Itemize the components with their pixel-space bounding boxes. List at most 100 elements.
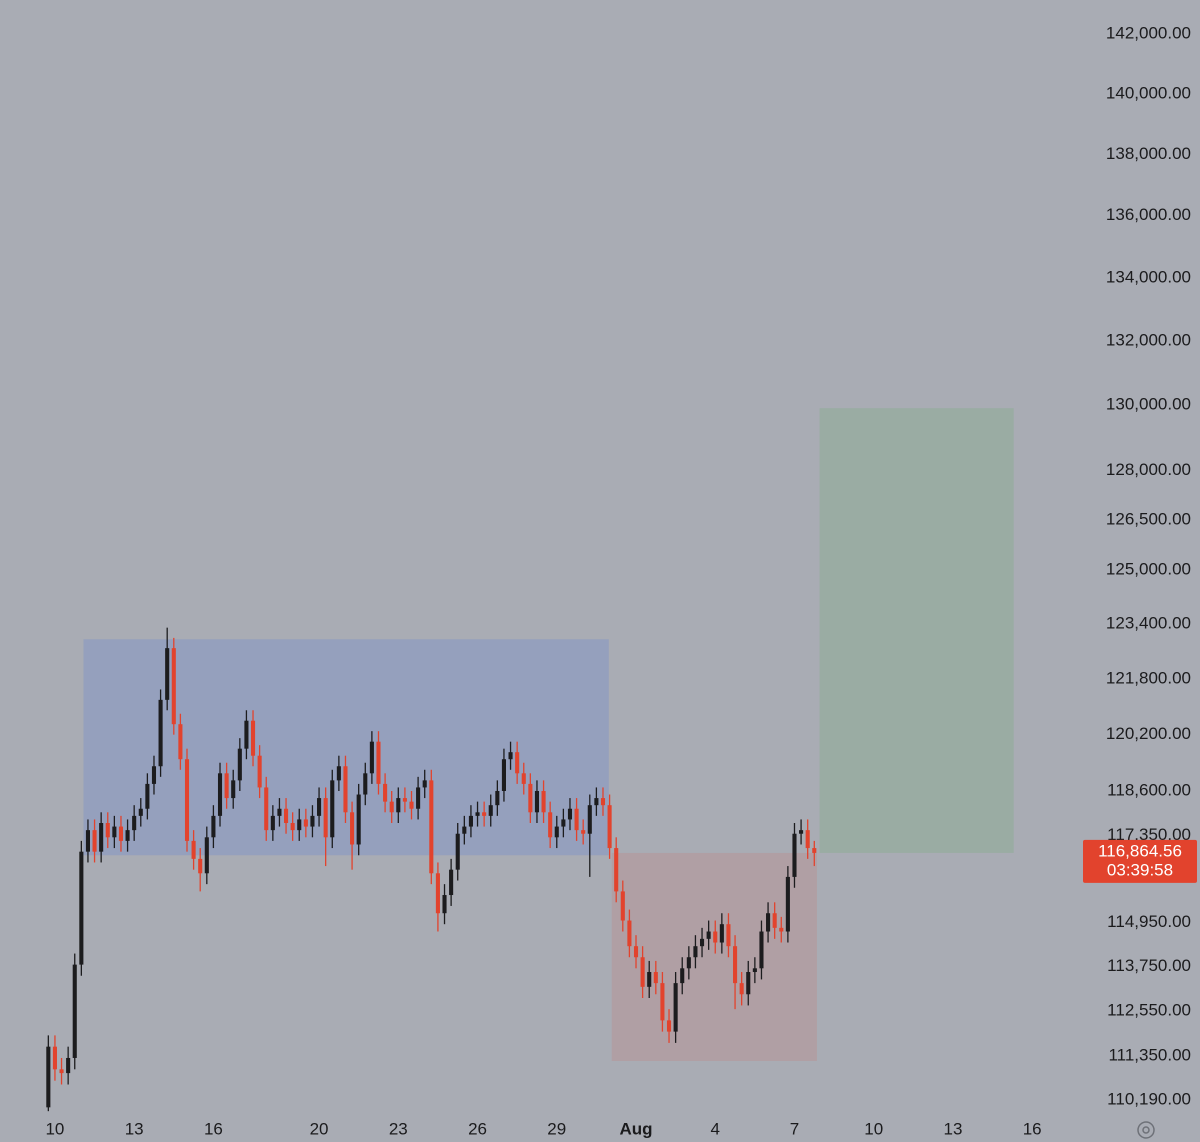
candle-body (680, 968, 685, 984)
candle-body (416, 787, 421, 809)
candle-body (574, 808, 579, 831)
candle-body (620, 891, 625, 921)
candle-body (72, 964, 77, 1058)
candle-body (244, 720, 249, 749)
candle-body (118, 826, 124, 841)
candle-body (785, 876, 790, 932)
candle-body (594, 798, 599, 806)
candle-body (541, 790, 546, 813)
candle-body (158, 699, 163, 767)
candle-body (739, 983, 744, 995)
candle-body (92, 830, 97, 852)
candle-body (455, 833, 460, 870)
candle-body (211, 815, 216, 838)
settings-outline[interactable] (1137, 1121, 1155, 1139)
candle-body (224, 773, 229, 799)
candle-body (191, 840, 196, 859)
candle-body (297, 819, 302, 831)
candle-body (125, 830, 130, 841)
candle-body (812, 848, 817, 853)
candle-body (350, 812, 355, 845)
candle-body (733, 946, 738, 984)
y-tick-label: 130,000.00 (1106, 395, 1191, 414)
candle-body (363, 773, 368, 795)
candle-body (343, 766, 348, 813)
candle-body (501, 759, 506, 791)
candle-body (290, 822, 295, 831)
candle-body (303, 819, 308, 827)
candle-body (647, 972, 652, 987)
candle-body (317, 798, 322, 816)
x-tick-label: Aug (619, 1119, 652, 1138)
candle-body (726, 924, 731, 947)
candle-body (138, 808, 143, 816)
candle-body (534, 790, 540, 813)
x-tick-label: 10 (864, 1119, 883, 1138)
candle-body (435, 873, 440, 914)
candle-body (686, 957, 691, 969)
candle-body (779, 927, 784, 932)
x-tick-label: 10 (45, 1119, 64, 1138)
candle-body (468, 815, 473, 827)
candle-body (217, 773, 223, 816)
zone (819, 408, 1014, 853)
y-tick-label: 120,200.00 (1106, 724, 1191, 743)
candle-body (178, 724, 183, 760)
x-tick-label: 23 (389, 1119, 408, 1138)
candle-body (495, 790, 500, 806)
candle-body (462, 826, 467, 834)
candle-body (614, 848, 619, 892)
y-tick-label: 132,000.00 (1106, 331, 1191, 350)
y-tick-label: 123,400.00 (1106, 614, 1191, 633)
candle-body (706, 931, 711, 939)
candle-body (640, 957, 645, 987)
y-tick-label: 136,000.00 (1106, 205, 1191, 224)
candle-body (52, 1046, 57, 1070)
candle-body (376, 741, 381, 784)
candle-body (429, 780, 434, 874)
candle-body (666, 1020, 672, 1032)
candle-body (475, 812, 480, 816)
settings-center[interactable] (1142, 1126, 1150, 1134)
y-tick-label: 126,500.00 (1106, 509, 1191, 528)
candle-body (369, 741, 374, 774)
candle-body (673, 983, 678, 1032)
candle-body (528, 783, 533, 813)
candle-body (581, 830, 586, 834)
candle-body (204, 837, 209, 874)
y-tick-label: 113,750.00 (1107, 956, 1191, 975)
candle-body (449, 869, 454, 896)
candle-body (112, 826, 117, 838)
zone (83, 639, 609, 856)
countdown-label: 03:39:58 (1107, 860, 1173, 879)
candle-body (772, 913, 777, 928)
candle-body (515, 752, 520, 774)
candle-body (402, 798, 407, 802)
candle-body (752, 968, 757, 973)
last-price-box (1083, 839, 1197, 883)
candle-body (508, 752, 513, 760)
candle-body (409, 801, 414, 809)
y-tick-label: 110,190.00 (1107, 1090, 1191, 1109)
x-tick-label: 7 (790, 1119, 799, 1138)
candle-body (99, 822, 104, 852)
last-price-label: 116,864.56 (1098, 841, 1182, 860)
candle-body (548, 812, 553, 838)
candle-body (330, 780, 335, 838)
candle-body (389, 801, 394, 813)
settings-icon[interactable] (1137, 1121, 1155, 1139)
candle-body (627, 920, 632, 947)
y-tick-label: 128,000.00 (1106, 460, 1191, 479)
x-tick-label: 29 (547, 1119, 566, 1138)
x-tick-label: 4 (711, 1119, 720, 1138)
candle-body (383, 783, 388, 802)
candle-body (442, 895, 447, 914)
candle-body (270, 815, 275, 831)
candle-body (184, 759, 190, 841)
candle-body (561, 819, 566, 827)
candle-body (799, 830, 804, 834)
candle-body (396, 798, 401, 813)
candle-body (713, 931, 718, 943)
